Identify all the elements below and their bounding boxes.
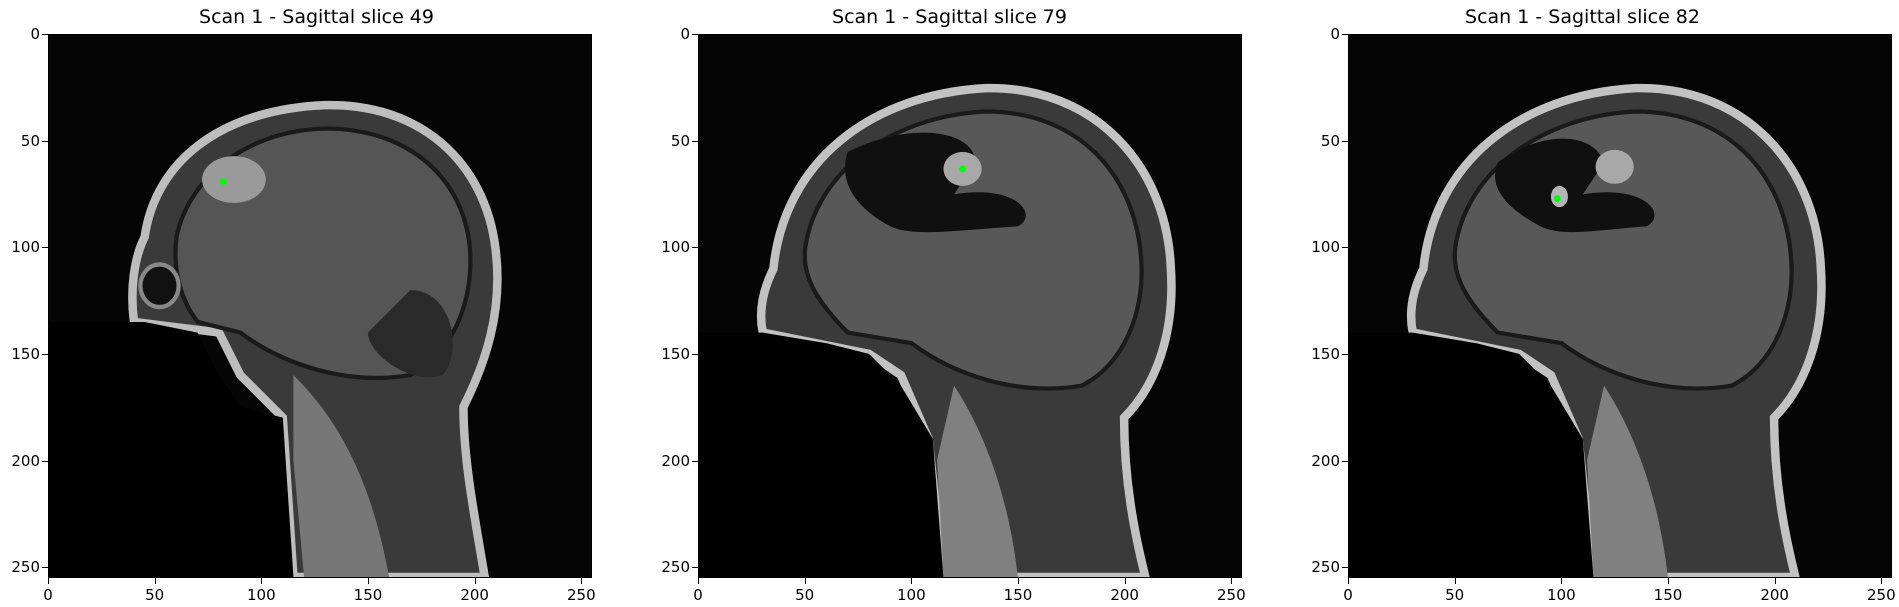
y-tick-label: 100 (661, 238, 690, 257)
mri-slice-image (49, 35, 591, 577)
y-tick-label: 150 (11, 345, 40, 363)
y-tick-label: 250 (661, 558, 690, 577)
x-tick-mark (1881, 578, 1883, 584)
x-tick-label: 250 (1867, 586, 1896, 604)
y-tick-label: 50 (20, 131, 40, 150)
x-tick-label: 100 (1547, 586, 1576, 604)
y-tick-mark (692, 460, 698, 462)
y-tick-label: 50 (670, 131, 690, 150)
y-tick-mark (42, 460, 48, 462)
x-tick-mark (698, 578, 699, 584)
y-tick-mark (692, 140, 698, 142)
x-tick-mark (1774, 578, 1776, 584)
x-tick-label: 50 (145, 586, 165, 604)
panel-title: Scan 1 - Sagittal slice 82 (1465, 6, 1700, 28)
mri-slice-image (1349, 35, 1891, 577)
x-tick-mark (48, 578, 49, 584)
x-tick-mark (1231, 578, 1233, 584)
y-tick-mark (1342, 460, 1348, 462)
marker-layer (959, 165, 966, 173)
y-tick-mark (1342, 354, 1348, 355)
y-tick-mark (692, 247, 698, 249)
x-tick-label: 0 (1343, 586, 1353, 604)
y-tick-mark (692, 354, 698, 355)
x-tick-mark (1454, 578, 1456, 584)
y-tick-label: 250 (1311, 558, 1340, 577)
x-tick-mark (1668, 578, 1669, 584)
y-tick-label: 250 (11, 558, 40, 577)
x-tick-label: 200 (1760, 586, 1789, 604)
lesion-marker (219, 178, 227, 186)
x-tick-mark (368, 578, 369, 584)
y-tick-mark (692, 567, 698, 569)
x-tick-mark (1018, 578, 1019, 584)
x-tick-label: 150 (353, 586, 383, 604)
y-tick-mark (42, 354, 48, 355)
y-tick-label: 0 (1330, 25, 1340, 43)
y-tick-label: 100 (11, 238, 40, 257)
panel-title: Scan 1 - Sagittal slice 79 (832, 6, 1067, 28)
y-tick-label: 200 (661, 451, 690, 470)
y-tick-label: 0 (680, 25, 690, 43)
mri-slice-image (699, 35, 1241, 577)
marker-layer (1553, 195, 1561, 203)
lesion-marker (1553, 195, 1561, 203)
x-tick-label: 200 (1110, 586, 1139, 604)
x-tick-label: 0 (693, 586, 703, 604)
panel-2: Scan 1 - Sagittal slice 79 0 50 100 150 200 2… (633, 0, 1266, 607)
mri-image (698, 34, 1242, 578)
y-tick-label: 150 (1311, 345, 1340, 363)
y-tick-mark (1342, 140, 1348, 142)
x-tick-label: 150 (1653, 586, 1683, 604)
y-tick-mark (1342, 567, 1348, 569)
x-tick-label: 50 (1445, 586, 1465, 604)
panel-3: Scan 1 - Sagittal slice 82 0 50 100 150 200 2… (1266, 0, 1899, 607)
marker-layer (219, 178, 227, 186)
x-tick-mark (1124, 578, 1126, 584)
y-tick-label: 100 (1311, 238, 1340, 257)
panel-1: Scan 1 - Sagittal slice 49 0 50 100 150 200 2… (0, 0, 633, 607)
y-tick-label: 0 (30, 25, 40, 43)
x-tick-label: 250 (567, 586, 596, 604)
x-tick-label: 150 (1003, 586, 1033, 604)
y-tick-label: 50 (1320, 131, 1340, 150)
x-tick-label: 0 (43, 586, 53, 604)
y-tick-label: 200 (1311, 451, 1340, 470)
y-tick-label: 200 (11, 451, 40, 470)
y-tick-mark (42, 34, 48, 35)
y-tick-mark (42, 140, 48, 142)
y-tick-mark (42, 567, 48, 569)
x-tick-mark (581, 578, 583, 584)
y-tick-mark (1342, 247, 1348, 249)
x-tick-mark (911, 578, 913, 584)
mri-image (1348, 34, 1892, 578)
x-tick-mark (474, 578, 476, 584)
y-tick-mark (1342, 34, 1348, 35)
x-tick-label: 200 (460, 586, 489, 604)
x-tick-mark (261, 578, 263, 584)
x-tick-mark (154, 578, 156, 584)
y-tick-mark (692, 34, 698, 35)
mri-image (48, 34, 592, 578)
lesion-marker (959, 165, 966, 173)
y-tick-mark (42, 247, 48, 249)
x-tick-mark (1348, 578, 1349, 584)
x-tick-mark (1561, 578, 1563, 584)
x-tick-label: 100 (247, 586, 276, 604)
x-tick-label: 100 (897, 586, 926, 604)
y-tick-label: 150 (661, 345, 690, 363)
x-tick-label: 50 (795, 586, 815, 604)
x-tick-mark (804, 578, 806, 584)
panel-title: Scan 1 - Sagittal slice 49 (199, 6, 434, 28)
x-tick-label: 250 (1217, 586, 1246, 604)
